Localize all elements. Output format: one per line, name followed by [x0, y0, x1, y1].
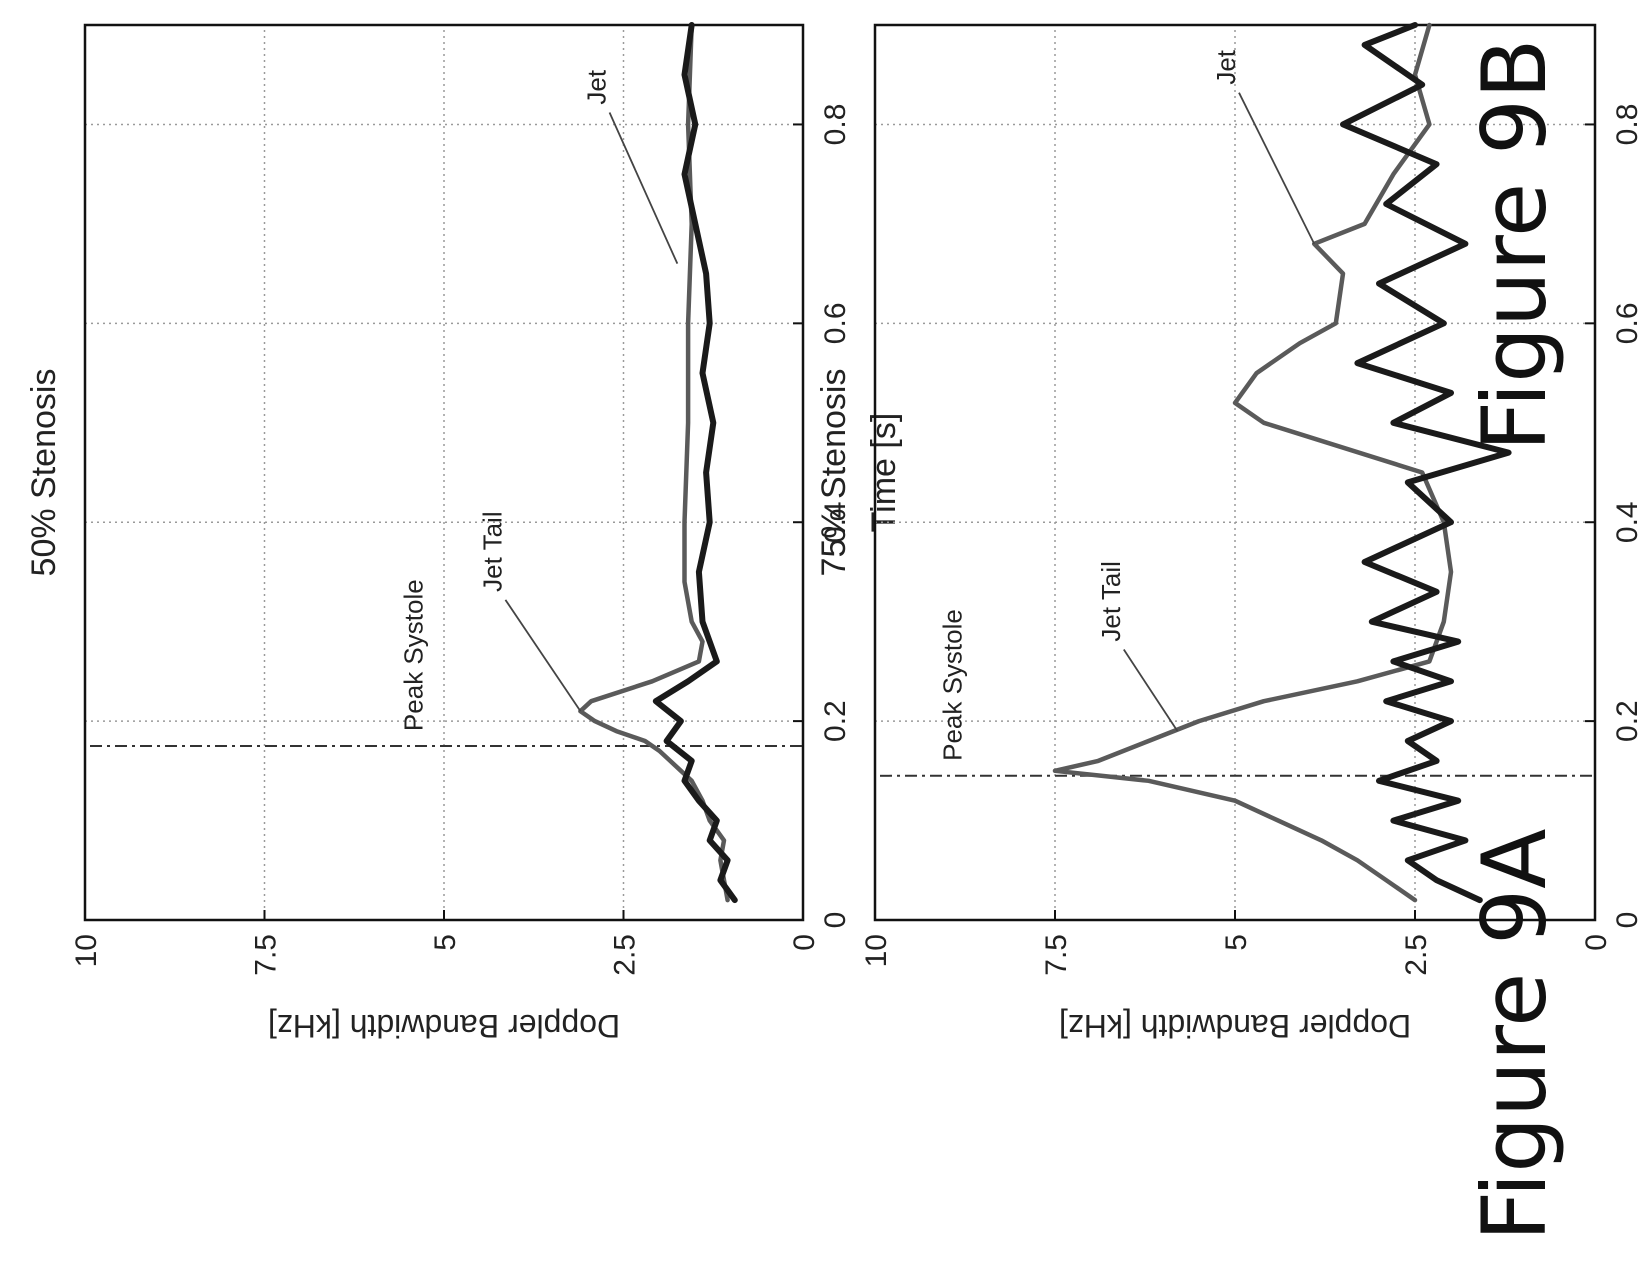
chart-title: 75% Stenosis	[815, 369, 853, 577]
x-tick-label: 0.4	[819, 501, 852, 543]
series-line-jet-tail	[1052, 22, 1454, 903]
y-axis-label: Doppler Bandwidth [kHz]	[268, 1008, 620, 1044]
y-tick-label: 0	[1580, 934, 1613, 951]
x-tick-label: 0.4	[1611, 501, 1644, 543]
annotation-peak-systole: Peak Systole	[937, 609, 967, 761]
annotation-jet-tail: Jet Tail	[477, 511, 507, 591]
x-tick-label: 0	[819, 912, 852, 929]
annotation-jet: Jet	[1211, 49, 1241, 84]
figure-label-9a: Figure 9A	[1463, 829, 1566, 1242]
y-tick-label: 7.5	[250, 934, 283, 976]
chart-title: 50% Stenosis	[25, 369, 63, 577]
y-tick-label: 5	[429, 934, 462, 951]
annotation-leader-jet-tail	[1123, 649, 1179, 732]
x-tick-label: 0.2	[1611, 700, 1644, 742]
x-tick-label: 0	[1611, 912, 1644, 929]
chart-75-stenosis: 0 0.2 0.4 0.6 0.8 0 2.5 5 7.5 10 75% Stenosis Time …	[815, 22, 1644, 1044]
series-line-jet-tail	[578, 22, 730, 903]
y-tick-label: 10	[860, 934, 893, 967]
y-tick-label: 2.5	[1400, 934, 1433, 976]
annotation-jet-tail: Jet Tail	[1096, 561, 1126, 641]
x-axis-label: Time [s]	[865, 413, 903, 533]
y-tick-label: 10	[70, 934, 103, 967]
y-tick-label: 7.5	[1040, 934, 1073, 976]
x-tick-label: 0.6	[819, 302, 852, 344]
figure-label-9b: Figure 9B	[1463, 38, 1566, 451]
annotation-leader-jet	[1238, 92, 1316, 245]
y-tick-label: 5	[1220, 934, 1253, 951]
y-axis-label: Doppler Bandwidth [kHz]	[1059, 1008, 1411, 1044]
x-tick-label: 0.2	[819, 700, 852, 742]
annotation-peak-systole: Peak Systole	[398, 579, 428, 731]
series-line-jet	[652, 22, 738, 904]
x-tick-label: 0.8	[819, 104, 852, 146]
annotation-leader-jet	[608, 112, 679, 265]
chart-50-stenosis: 0 0.2 0.4 0.6 0.8 0 2.5 5 7.5 10 50% Stenosis Time …	[25, 22, 903, 1044]
x-tick-label: 0.6	[1611, 302, 1644, 344]
annotation-jet: Jet	[582, 69, 612, 104]
annotation-leader-jet-tail	[504, 599, 582, 712]
series-line-jet	[1340, 22, 1512, 904]
x-tick-label: 0.8	[1611, 104, 1644, 146]
y-tick-label: 2.5	[609, 934, 642, 976]
y-tick-label: 0	[788, 934, 821, 951]
